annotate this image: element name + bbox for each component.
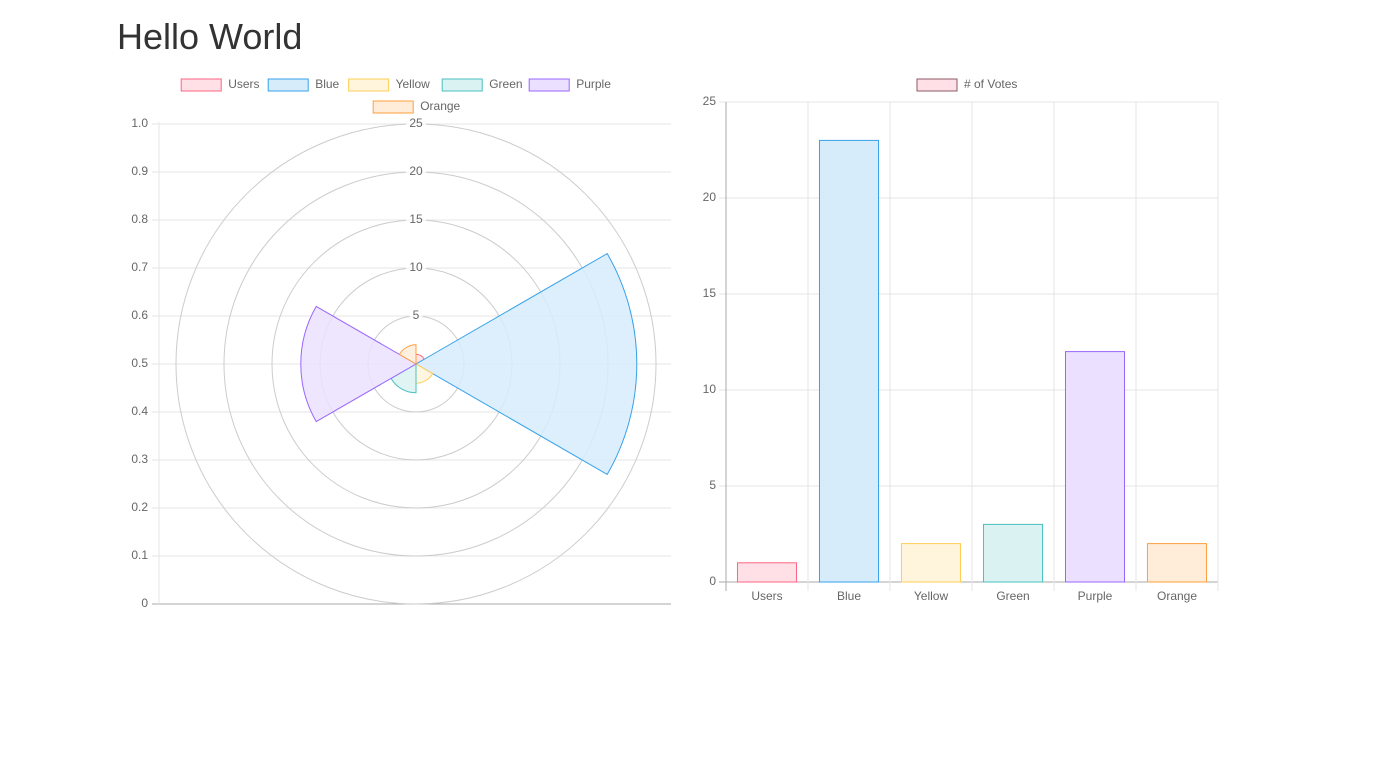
y-tick-label: 0 [141,596,148,610]
y-tick-label: 15 [703,286,717,300]
y-tick-label: 0.3 [131,452,148,466]
legend-swatch [348,78,390,92]
legend-label: Blue [315,77,339,91]
y-tick-label: 0.9 [131,164,148,178]
bar-orange [1146,543,1208,583]
radial-tick-label: 15 [409,212,423,226]
y-tick-label: 25 [703,94,717,108]
legend-label: Yellow [396,77,431,91]
bar-purple [1064,351,1126,583]
polar-sector-orange [398,344,417,365]
bar-users [736,562,798,583]
y-tick-label: 0.5 [131,356,148,370]
radial-tick-label: 10 [409,260,423,274]
y-tick-label: 0.8 [131,212,148,226]
legend-swatch [372,100,414,114]
radial-tick-backdrop [406,117,426,131]
polar-sector-purple [300,305,417,423]
y-tick-label: 0.1 [131,548,148,562]
legend-label: Green [489,77,522,91]
legend-label: Purple [576,77,611,91]
radial-tick-label: 5 [413,308,420,322]
y-tick-label: 5 [709,478,716,492]
y-tick-label: 1.0 [131,116,148,130]
y-tick-label: 10 [703,382,717,396]
legend-label: Users [228,77,259,91]
bar-green [982,523,1044,583]
x-tick-label: Orange [1157,589,1197,603]
polar-sector-blue [415,252,638,476]
y-tick-label: 0.4 [131,404,148,418]
radial-tick-label: 20 [409,164,423,178]
legend-swatch [528,78,570,92]
x-tick-label: Purple [1078,589,1113,603]
y-tick-label: 0.7 [131,260,148,274]
bar-yellow [900,543,962,583]
legend-swatch [267,78,309,92]
legend-swatch [180,78,222,92]
y-tick-label: 0.2 [131,500,148,514]
radial-tick-backdrop [409,309,423,323]
page-title: Hello World [117,16,303,57]
radial-tick-backdrop [406,213,426,227]
y-tick-label: 0.6 [131,308,148,322]
radial-tick-backdrop [406,261,426,275]
legend-swatch [916,78,958,92]
radial-tick-label: 25 [409,116,423,130]
x-tick-label: Blue [837,589,861,603]
x-tick-label: Users [751,589,782,603]
bar-blue [818,139,880,583]
legend-swatch [441,78,483,92]
x-tick-label: Yellow [914,589,949,603]
x-tick-label: Green [996,589,1029,603]
y-tick-label: 20 [703,190,717,204]
radial-tick-backdrop [406,165,426,179]
legend-label: Orange [420,99,460,113]
legend-label: # of Votes [964,77,1017,91]
y-tick-label: 0 [709,574,716,588]
